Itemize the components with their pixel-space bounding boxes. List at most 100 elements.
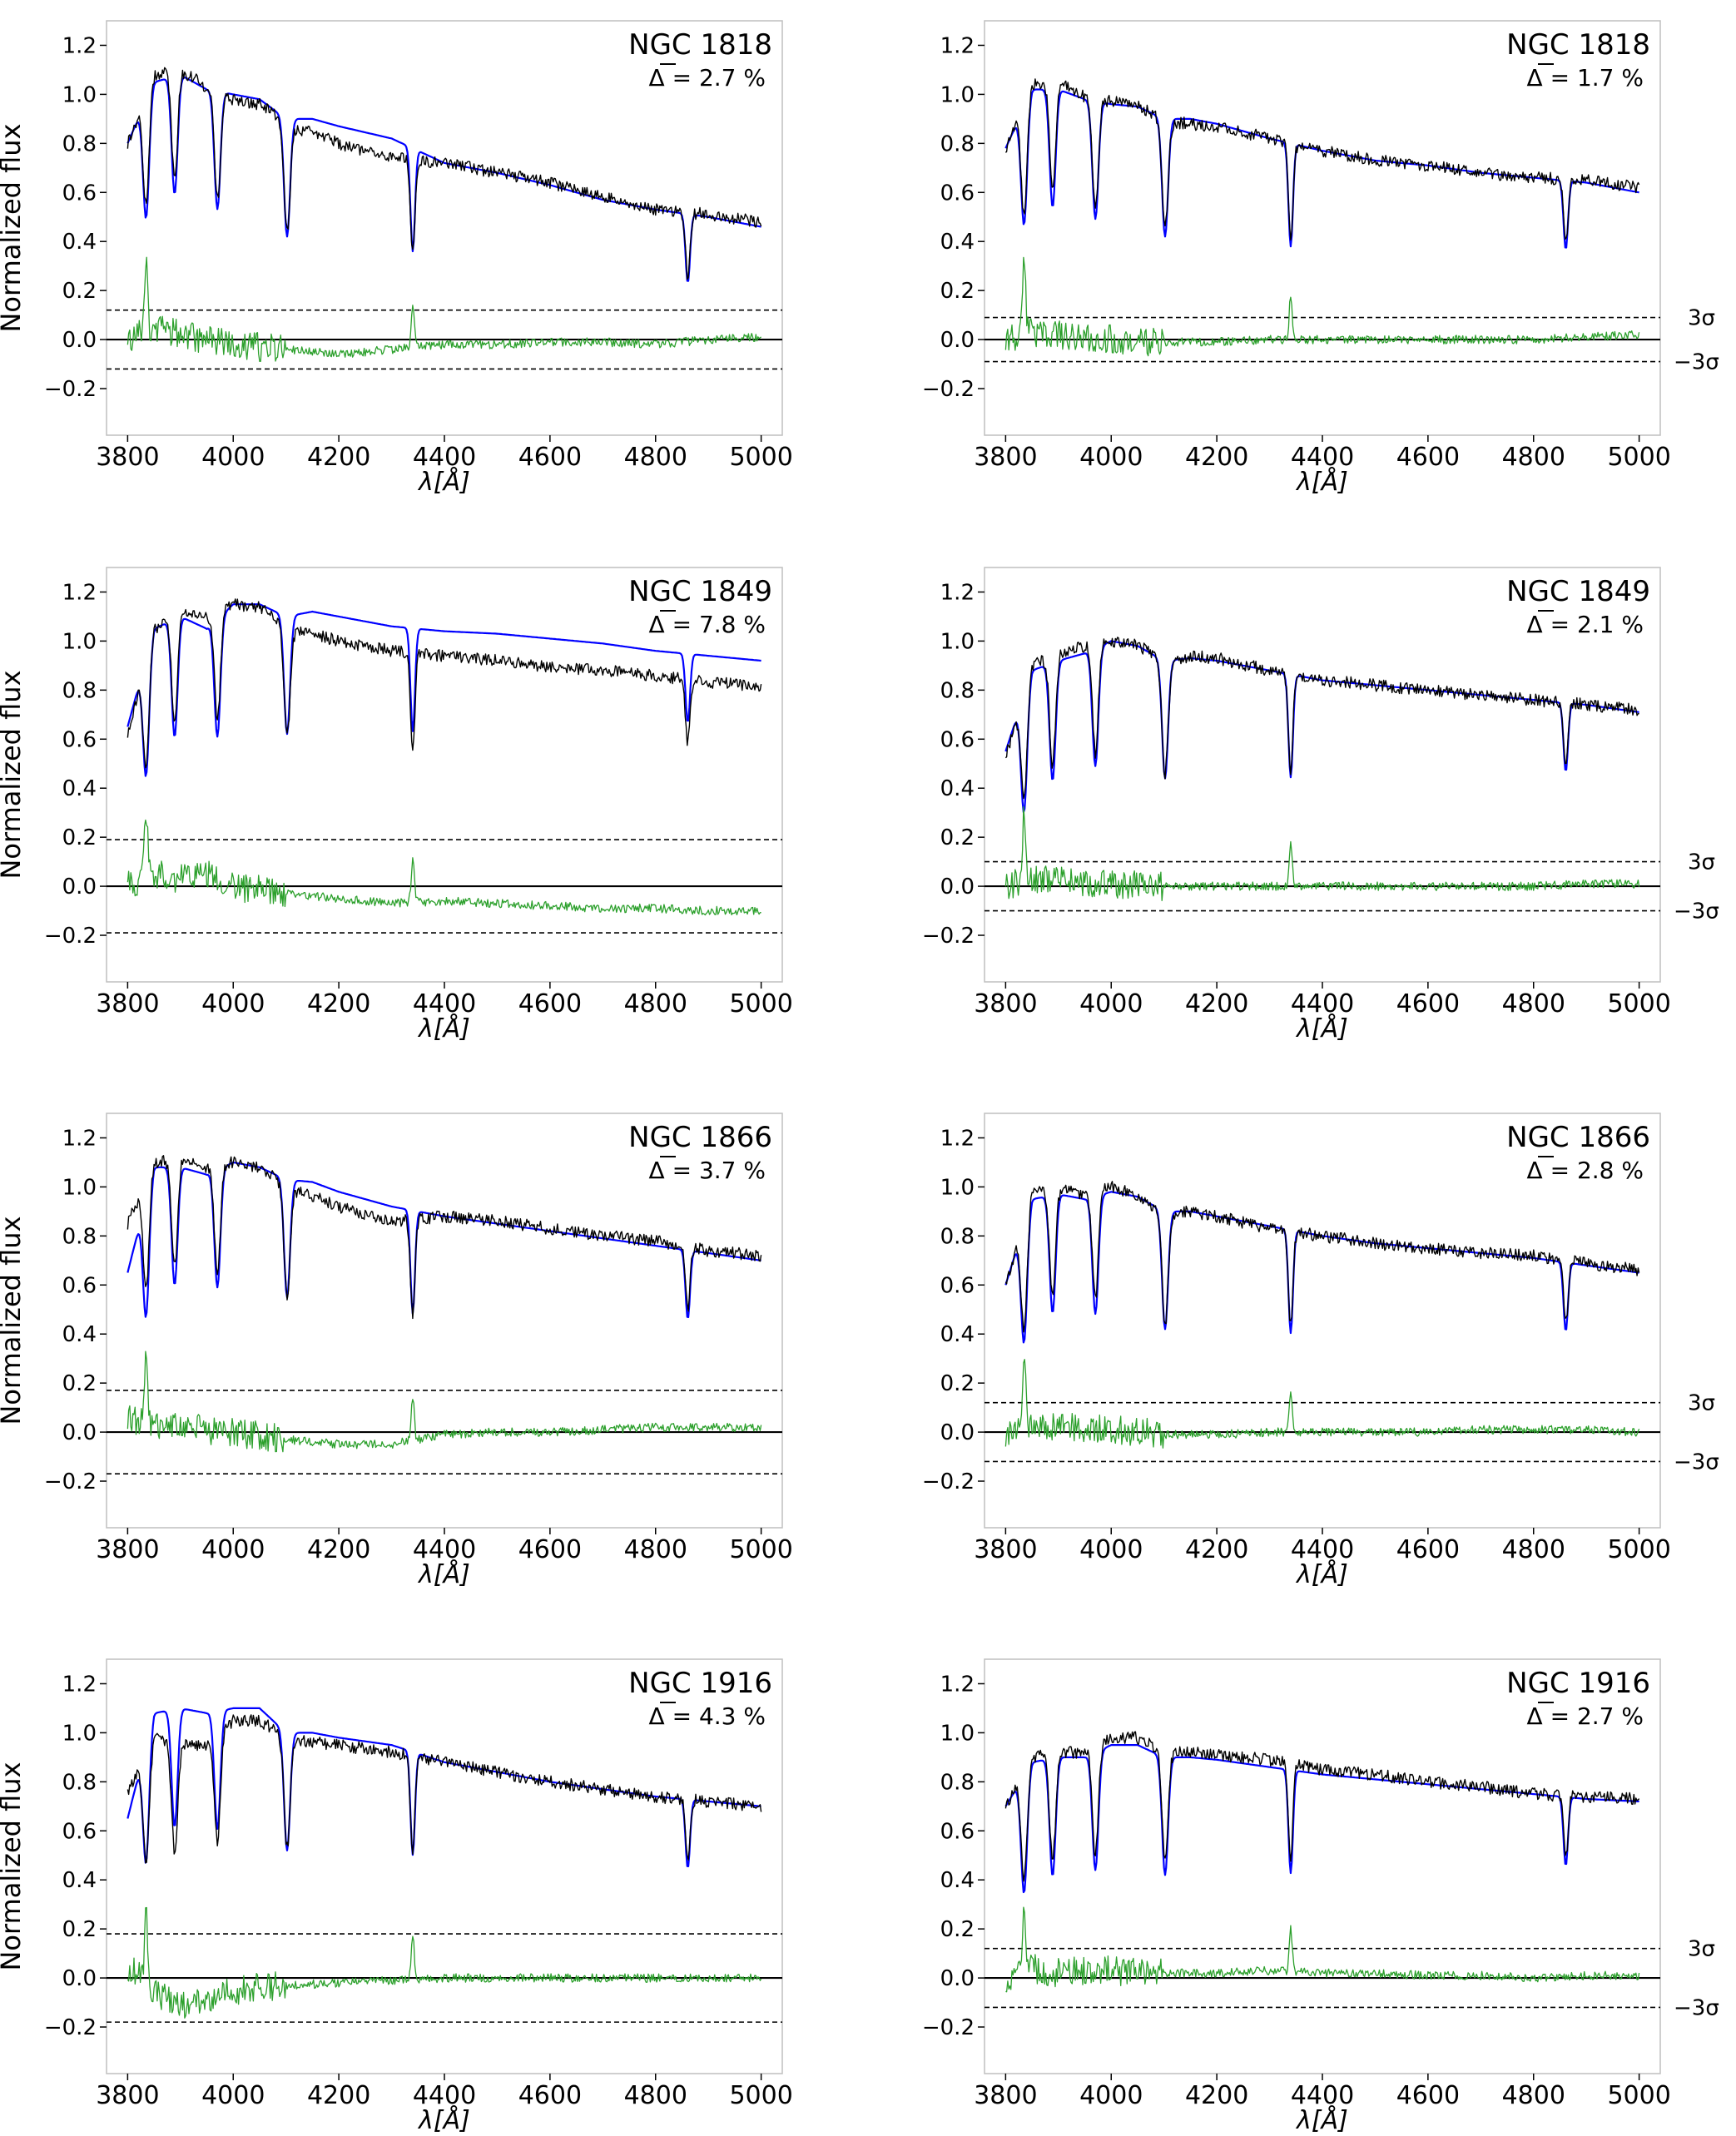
cluster-name: NGC 1849: [1506, 575, 1650, 608]
chart-panel-1: −0.2 0.0 0.2 0.4 0.6 0.8 1.0 1.2 3800 4000 4200 440…: [0, 20, 793, 497]
x-tick-label: 5000: [729, 2081, 792, 2110]
chart-panel-4: −0.2 0.0 0.2 0.4 0.6 0.8 1.0 1.2 3800 4000 4200 440…: [922, 567, 1719, 1043]
plot-frame: [106, 1658, 783, 2074]
y-tick-label: 0.8: [940, 1224, 975, 1249]
x-tick-label: 4400: [413, 2081, 476, 2110]
x-tick-label: 5000: [1607, 443, 1670, 472]
plot-frame: [106, 20, 783, 436]
y-tick-label: 0.0: [940, 1966, 975, 1991]
x-tick-label: 4000: [1079, 443, 1143, 472]
y-tick-label: 0.8: [940, 1770, 975, 1795]
x-tick-label: 4600: [1396, 989, 1460, 1018]
plot-area: [985, 1731, 1660, 2009]
x-tick-label: 3800: [96, 1535, 159, 1564]
y-tick-label: 0.2: [940, 1371, 975, 1396]
chart-panel-5: −0.2 0.0 0.2 0.4 0.6 0.8 1.0 1.2 3800 4000 4200 440…: [0, 1113, 793, 1589]
y-tick-label: 1.0: [940, 1721, 975, 1746]
x-tick-label: 4400: [413, 989, 476, 1018]
x-axis-label: λ[Å]: [1295, 1559, 1348, 1589]
x-axis-label: λ[Å]: [417, 1013, 470, 1043]
x-tick-label: 4800: [624, 2081, 687, 2110]
y-tick-label: 0.2: [62, 279, 97, 304]
x-tick-label: 4200: [307, 443, 370, 472]
plot-area: [985, 1181, 1660, 1463]
x-tick-label: 4200: [1185, 2081, 1248, 2110]
delta-label: Δ = 7.8 %: [649, 611, 766, 638]
chart-panel-8: −0.2 0.0 0.2 0.4 0.6 0.8 1.0 1.2 3800 4000 4200 440…: [922, 1658, 1719, 2135]
x-tick-label: 4200: [1185, 443, 1248, 472]
model-series-line: [1004, 640, 1639, 814]
x-tick-label: 5000: [1607, 989, 1670, 1018]
y-tick-label: 0.8: [62, 678, 97, 703]
y-tick-label: 1.0: [940, 82, 975, 107]
delta-label: Δ = 2.7 %: [1527, 1702, 1644, 1730]
observed-series-line: [1004, 78, 1640, 240]
x-tick-label: 4000: [201, 2081, 265, 2110]
x-axis-label: λ[Å]: [417, 467, 470, 497]
delta-label: Δ = 2.7 %: [649, 64, 766, 92]
x-tick-label: 5000: [729, 989, 792, 1018]
chart-panel-7: −0.2 0.0 0.2 0.4 0.6 0.8 1.0 1.2 3800 4000 4200 440…: [0, 1658, 793, 2135]
minus-3sigma-label: −3σ: [1674, 899, 1719, 924]
residual-series-line: [126, 1906, 762, 2019]
x-tick-label: 3800: [96, 2081, 159, 2110]
x-tick-label: 4600: [518, 989, 582, 1018]
y-tick-label: 0.2: [62, 1371, 97, 1396]
cluster-name: NGC 1866: [1506, 1121, 1650, 1154]
y-tick-label: −0.2: [44, 2015, 97, 2040]
x-tick-label: 5000: [1607, 2081, 1670, 2110]
plot-frame: [984, 20, 1661, 436]
plot-area: [107, 598, 782, 934]
x-tick-label: 5000: [729, 1535, 792, 1564]
y-tick-label: 0.4: [62, 1322, 97, 1347]
y-tick-label: −0.2: [922, 377, 975, 402]
x-tick-label: 4000: [201, 989, 265, 1018]
x-tick-label: 4600: [518, 1535, 582, 1564]
y-tick-label: −0.2: [922, 1469, 975, 1494]
x-axis-label: λ[Å]: [417, 2105, 470, 2135]
plus-3sigma-label: 3σ: [1688, 1391, 1715, 1416]
y-tick-label: 0.0: [940, 328, 975, 353]
y-tick-label: 1.0: [940, 1175, 975, 1200]
plot-frame: [106, 1113, 783, 1529]
y-tick-label: 0.8: [940, 678, 975, 703]
plot-frame: [984, 567, 1661, 983]
x-tick-label: 3800: [974, 989, 1037, 1018]
chart-panel-2: −0.2 0.0 0.2 0.4 0.6 0.8 1.0 1.2 3800 4000 4200 440…: [922, 20, 1719, 497]
x-tick-label: 4600: [1396, 1535, 1460, 1564]
x-tick-label: 4800: [1502, 2081, 1565, 2110]
x-tick-label: 4800: [1502, 989, 1565, 1018]
x-tick-label: 4000: [201, 1535, 265, 1564]
residual-series-line: [126, 1350, 762, 1453]
residual-series-line: [126, 256, 762, 363]
y-tick-label: 0.2: [62, 1917, 97, 1942]
y-axis-label: Normalized flux: [0, 670, 27, 879]
x-tick-label: 4800: [1502, 443, 1565, 472]
chart-panel-6: −0.2 0.0 0.2 0.4 0.6 0.8 1.0 1.2 3800 4000 4200 440…: [922, 1113, 1719, 1589]
y-tick-label: 0.6: [940, 181, 975, 206]
cluster-name: NGC 1818: [1506, 28, 1650, 62]
x-tick-label: 4400: [413, 1535, 476, 1564]
model-series-line: [126, 1707, 761, 1867]
y-tick-label: 0.6: [62, 1273, 97, 1298]
plus-3sigma-label: 3σ: [1688, 1937, 1715, 1962]
x-axis-label: λ[Å]: [417, 1559, 470, 1589]
y-tick-label: −0.2: [922, 2015, 975, 2040]
y-tick-label: −0.2: [922, 924, 975, 949]
x-tick-label: 4400: [1291, 989, 1354, 1018]
x-tick-label: 4800: [624, 1535, 687, 1564]
minus-3sigma-label: −3σ: [1674, 1450, 1719, 1474]
y-axis-label: Normalized flux: [0, 1216, 27, 1425]
y-tick-label: 0.6: [940, 727, 975, 752]
y-tick-label: 0.6: [62, 1819, 97, 1844]
x-tick-label: 4000: [1079, 1535, 1143, 1564]
y-tick-label: 0.8: [62, 131, 97, 156]
y-tick-label: 0.8: [940, 131, 975, 156]
y-tick-label: −0.2: [44, 1469, 97, 1494]
x-tick-label: 4400: [1291, 443, 1354, 472]
plot-area: [107, 67, 782, 370]
x-tick-label: 4600: [1396, 2081, 1460, 2110]
plot-area: [985, 637, 1660, 912]
x-tick-label: 3800: [96, 443, 159, 472]
y-tick-label: 1.0: [62, 1721, 97, 1746]
